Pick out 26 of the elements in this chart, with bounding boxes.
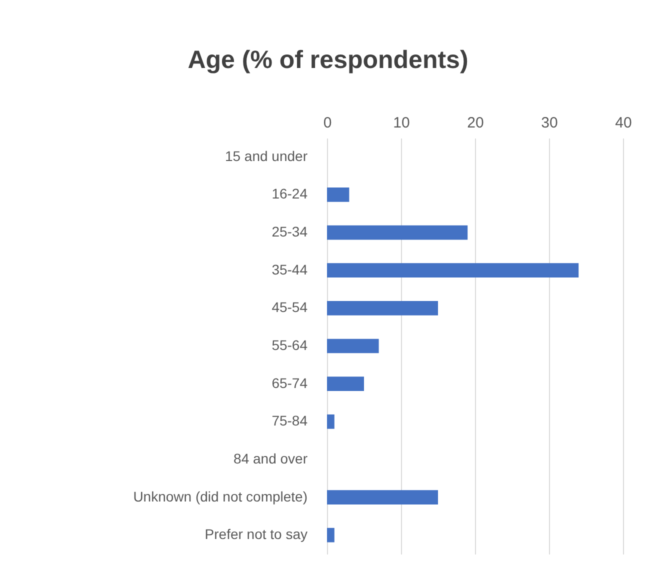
y-tick-label: 84 and over bbox=[234, 450, 308, 466]
bar bbox=[327, 225, 468, 240]
bar bbox=[327, 263, 579, 278]
bar bbox=[327, 188, 350, 202]
y-tick-label: 16-24 bbox=[272, 186, 308, 202]
y-tick-label: 65-74 bbox=[272, 374, 308, 391]
x-tick-label: 10 bbox=[393, 114, 410, 132]
bar bbox=[327, 490, 438, 504]
y-tick-label: 35-44 bbox=[272, 261, 308, 278]
y-tick-label: 15 and under bbox=[224, 148, 308, 164]
bar bbox=[327, 300, 438, 316]
chart-title: Age (% of respondents) bbox=[188, 46, 468, 74]
bar bbox=[327, 414, 334, 429]
x-tick-label: 40 bbox=[615, 114, 632, 132]
bar bbox=[327, 376, 364, 392]
x-tick-label: 30 bbox=[541, 114, 558, 132]
bar bbox=[327, 528, 334, 542]
y-tick-label: 25-34 bbox=[272, 224, 308, 240]
y-tick-label: Prefer not to say bbox=[204, 526, 308, 542]
bar bbox=[327, 338, 379, 354]
y-tick-label: Unknown (did not complete) bbox=[133, 488, 308, 504]
x-tick-label: 20 bbox=[467, 114, 484, 132]
x-tick-label: 0 bbox=[323, 114, 332, 132]
y-tick-label: 75-84 bbox=[272, 412, 308, 429]
y-tick-label: 55-64 bbox=[272, 337, 308, 353]
y-tick-label: 45-54 bbox=[272, 299, 308, 316]
